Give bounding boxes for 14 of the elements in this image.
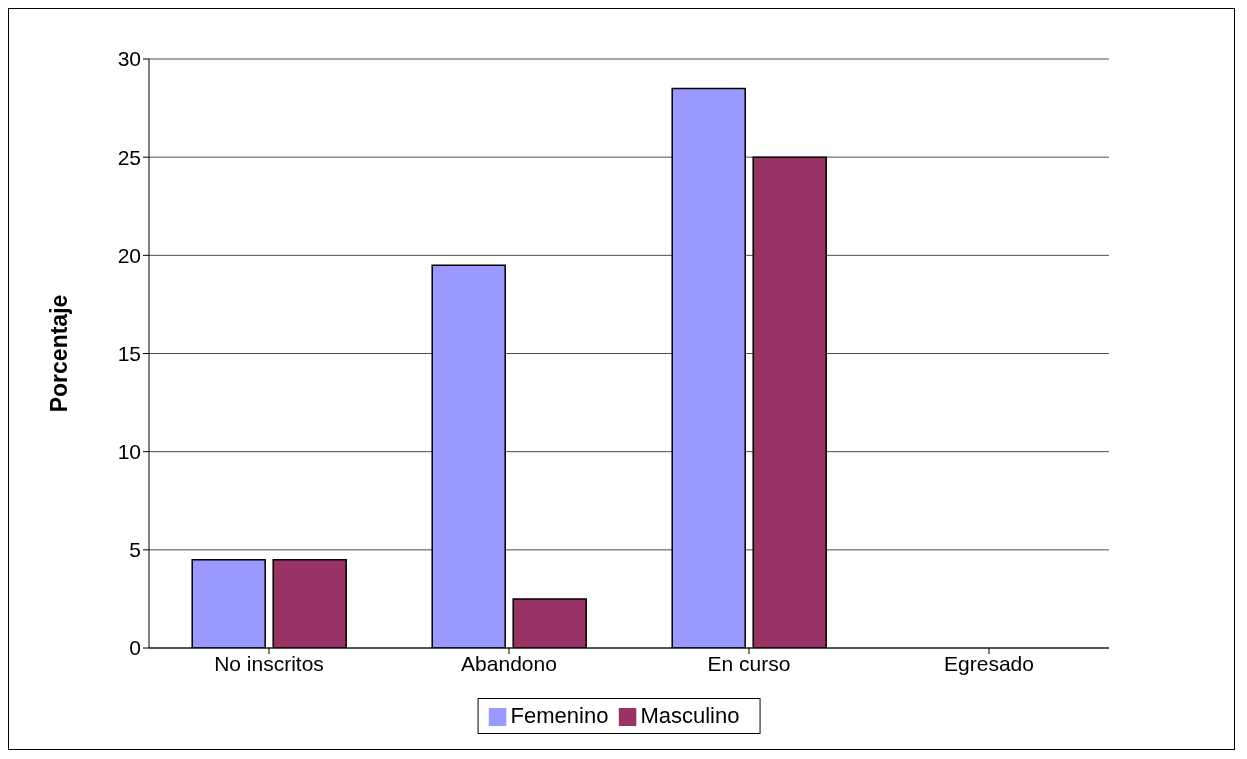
y-tick-label: 5 <box>129 538 141 562</box>
y-tick-label: 25 <box>117 145 141 169</box>
legend-label: Femenino <box>510 703 609 728</box>
x-tick-label: No inscritos <box>214 651 324 675</box>
x-tick-label: Abandono <box>461 651 557 675</box>
y-tick-label: 15 <box>117 341 141 365</box>
y-tick-label: 30 <box>117 47 141 71</box>
x-tick-label: En curso <box>707 651 791 675</box>
y-tick-label: 10 <box>117 440 141 464</box>
y-axis-title: Porcentaje <box>46 294 73 413</box>
x-tick-label: Egresado <box>944 651 1034 675</box>
legend-label: Masculino <box>640 703 740 728</box>
y-tick-label: 20 <box>117 243 141 267</box>
y-tick-label: 0 <box>129 636 141 660</box>
